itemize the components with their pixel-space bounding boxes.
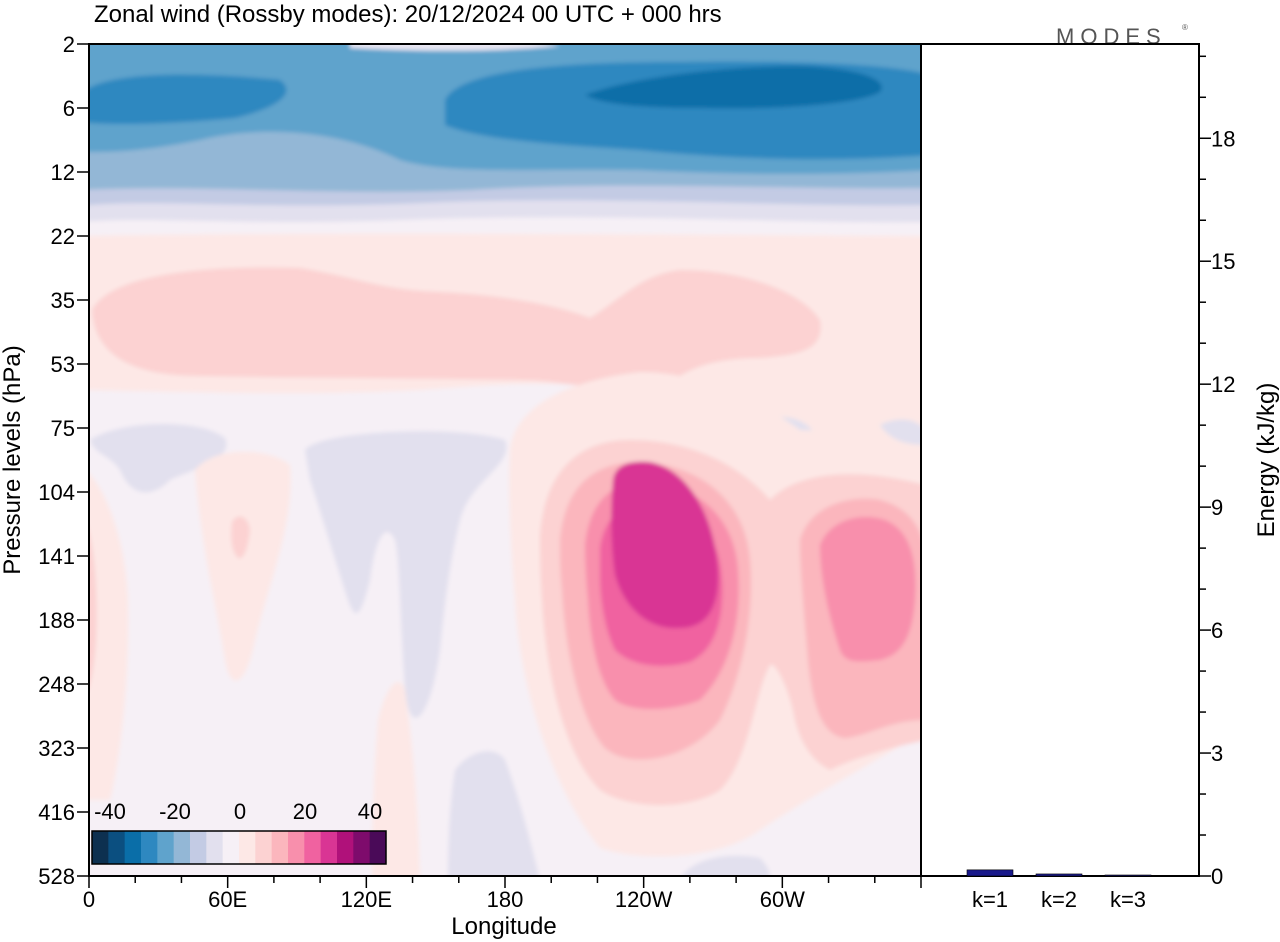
colorbar-swatch xyxy=(337,831,354,864)
y-tick-label: 35 xyxy=(51,288,75,313)
contour-band-w4 xyxy=(231,516,250,559)
colorbar-tick-label: 20 xyxy=(293,799,317,824)
energy-bar-k1 xyxy=(966,869,1014,877)
y-tick-label: 12 xyxy=(51,160,75,185)
colorbar-swatch xyxy=(320,831,338,864)
contour-band-e14 xyxy=(682,855,770,876)
colorbar-tick-label: 40 xyxy=(358,799,382,824)
x-tick-label: 180 xyxy=(487,887,524,912)
y-tick-label: 75 xyxy=(51,416,75,441)
colorbar-tick-label: -40 xyxy=(94,799,126,824)
energy-tick-label: 18 xyxy=(1211,126,1235,151)
energy-tick-label: 6 xyxy=(1211,618,1223,643)
colorbar-swatch xyxy=(369,831,387,864)
bar-category-label: k=1 xyxy=(972,887,1008,912)
contour-band-w15 xyxy=(611,461,719,629)
energy-bar-k2 xyxy=(1035,873,1083,877)
y-axis-ticks: 2 6 12 22 35 53 75 104 141 188 248 323 416 528 xyxy=(38,32,89,889)
contour-band-w6 xyxy=(89,531,97,688)
energy-tick-label: 12 xyxy=(1211,372,1235,397)
contour-band-w5 xyxy=(89,473,129,800)
energy-tick-label: 9 xyxy=(1211,495,1223,520)
contour-band-e8 xyxy=(350,44,560,51)
energy-bar-k3 xyxy=(1104,874,1152,877)
y-tick-label: 528 xyxy=(38,864,75,889)
x-axis-ticks: 0 60E 120E 180 120W 60W xyxy=(83,876,922,912)
y-tick-label: 416 xyxy=(38,800,75,825)
energy-tick-label: 0 xyxy=(1211,864,1223,889)
y-axis-label: Pressure levels (hPa) xyxy=(0,345,26,574)
contour-band-e7 xyxy=(585,66,882,109)
contour-band-e12 xyxy=(880,419,921,445)
colorbar-swatch xyxy=(255,831,273,864)
colorbar-swatch xyxy=(206,831,224,864)
energy-axis-ticks: 0 3 6 9 12 15 18 xyxy=(1199,55,1235,889)
y-tick-label: 141 xyxy=(38,544,75,569)
logo-mark: ® xyxy=(1182,23,1188,32)
x-tick-label: 120W xyxy=(615,887,673,912)
x-axis-label: Longitude xyxy=(451,913,556,940)
y-tick-label: 188 xyxy=(38,608,75,633)
contour-field xyxy=(89,44,921,876)
colorbar-swatch xyxy=(222,831,240,864)
colorbar-tick-label: 0 xyxy=(234,799,246,824)
contour-band-e5 xyxy=(89,74,287,124)
energy-axis-label: Energy (kJ/kg) xyxy=(1253,383,1280,538)
colorbar-swatch xyxy=(304,831,322,864)
colorbar: -40 -20 0 20 40 xyxy=(91,799,387,865)
colorbar-swatch xyxy=(239,831,256,864)
y-tick-label: 104 xyxy=(38,480,75,505)
chart-title: Zonal wind (Rossby modes): 20/12/2024 00… xyxy=(94,1,722,28)
energy-tick-label: 15 xyxy=(1211,249,1235,274)
contour-band-w3 xyxy=(195,451,291,681)
y-tick-label: 2 xyxy=(63,32,75,57)
bar-category-label: k=2 xyxy=(1041,887,1077,912)
colorbar-swatch xyxy=(141,831,158,864)
contour-band-w2 xyxy=(92,267,821,391)
contour-band-w7 xyxy=(372,682,420,876)
y-tick-label: 248 xyxy=(38,672,75,697)
y-tick-label: 323 xyxy=(38,736,75,761)
colorbar-swatch xyxy=(124,831,142,864)
x-tick-label: 120E xyxy=(341,887,392,912)
colorbar-swatch xyxy=(288,831,305,864)
x-tick-label: 0 xyxy=(83,887,95,912)
colorbar-swatch xyxy=(173,831,191,864)
contour-band-e13 xyxy=(448,751,539,876)
colorbar-swatch xyxy=(190,831,207,864)
colorbar-swatch xyxy=(108,831,126,864)
x-tick-label: 60E xyxy=(208,887,247,912)
colorbar-swatch xyxy=(157,831,175,864)
contour-band-w13 xyxy=(820,517,916,662)
y-tick-label: 22 xyxy=(51,224,75,249)
x-tick-label: 60W xyxy=(760,887,805,912)
bar-series: k=1 k=2 k=3 xyxy=(966,869,1152,912)
contour-band-e10 xyxy=(305,431,507,718)
colorbar-swatch xyxy=(353,831,371,864)
colorbar-tick-label: -20 xyxy=(159,799,191,824)
contour-band-e9 xyxy=(90,423,227,493)
bar-category-label: k=3 xyxy=(1110,887,1146,912)
y-tick-label: 53 xyxy=(51,352,75,377)
colorbar-frame xyxy=(91,830,387,865)
colorbar-swatch xyxy=(92,831,109,864)
barchart-frame xyxy=(920,43,1200,877)
y-tick-label: 6 xyxy=(63,96,75,121)
energy-tick-label: 3 xyxy=(1211,741,1223,766)
colorbar-swatch xyxy=(271,831,289,864)
